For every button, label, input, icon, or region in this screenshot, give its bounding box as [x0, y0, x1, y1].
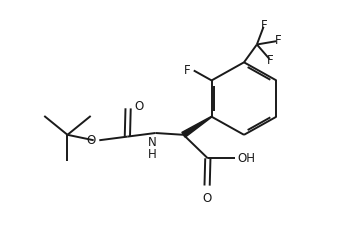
Text: F: F	[267, 54, 274, 67]
Text: OH: OH	[238, 152, 256, 165]
Text: O: O	[86, 134, 96, 147]
Text: N
H: N H	[148, 136, 157, 160]
Text: F: F	[184, 64, 191, 77]
Text: F: F	[275, 34, 281, 47]
Text: F: F	[261, 18, 267, 32]
Polygon shape	[182, 116, 212, 137]
Text: O: O	[202, 192, 212, 205]
Text: O: O	[135, 100, 144, 113]
